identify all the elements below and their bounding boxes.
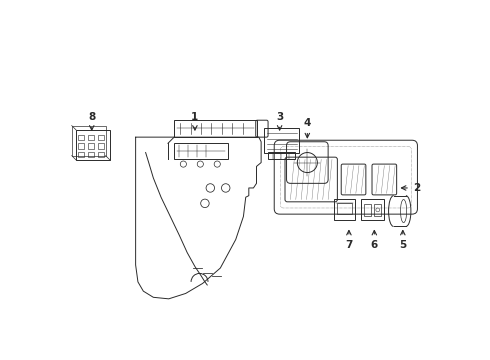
- Text: 7: 7: [345, 230, 353, 249]
- Bar: [174, 120, 257, 137]
- Bar: [174, 143, 228, 159]
- Bar: [88, 152, 94, 157]
- Bar: [88, 143, 94, 149]
- Bar: [88, 135, 94, 140]
- Bar: [78, 152, 84, 157]
- Bar: [98, 135, 104, 140]
- Bar: [334, 199, 355, 220]
- Bar: [98, 152, 104, 157]
- Bar: [98, 143, 104, 149]
- Bar: [268, 152, 295, 159]
- Bar: [78, 135, 84, 140]
- Text: 8: 8: [88, 112, 96, 130]
- Text: 4: 4: [304, 118, 311, 138]
- Bar: [364, 204, 371, 216]
- Bar: [337, 203, 352, 214]
- Bar: [76, 130, 110, 160]
- Text: 2: 2: [401, 183, 420, 193]
- Text: 5: 5: [399, 230, 406, 249]
- Text: 3: 3: [276, 112, 283, 130]
- Bar: [264, 128, 299, 153]
- Text: 1: 1: [191, 112, 198, 130]
- Bar: [374, 204, 381, 216]
- Bar: [72, 126, 105, 156]
- Bar: [361, 199, 384, 220]
- Bar: [78, 143, 84, 149]
- Text: 6: 6: [371, 230, 378, 249]
